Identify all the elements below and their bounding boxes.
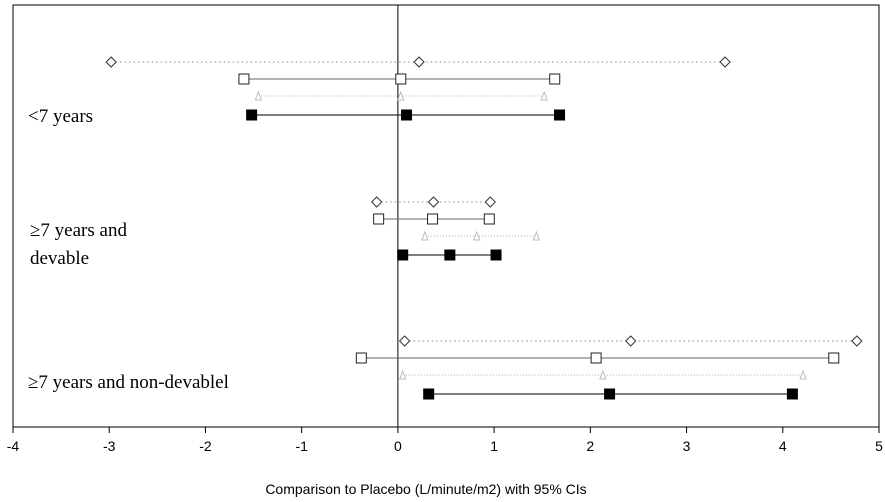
open-square-marker xyxy=(355,352,367,364)
filled-square-marker xyxy=(401,109,413,121)
diamond-marker xyxy=(719,56,731,68)
triangle-marker xyxy=(397,90,405,101)
open-square-marker xyxy=(549,73,561,85)
estimate-row xyxy=(254,90,548,101)
diamond-marker xyxy=(371,196,383,208)
open-square-marker xyxy=(373,213,385,225)
filled-square-marker xyxy=(444,249,456,261)
open-square-marker xyxy=(395,73,407,85)
plot-frame xyxy=(12,4,880,428)
open-square-marker xyxy=(828,352,840,364)
diamond-marker xyxy=(398,335,411,347)
triangle-marker xyxy=(473,230,481,241)
triangle-marker xyxy=(532,230,541,241)
open-square-marker xyxy=(483,213,495,225)
filled-square-marker xyxy=(397,249,409,261)
x-tick-label: 0 xyxy=(394,438,402,454)
triangle-marker xyxy=(599,369,607,380)
filled-square-marker xyxy=(246,109,258,121)
x-tick-label: -2 xyxy=(199,438,212,454)
filled-square-marker xyxy=(423,388,435,400)
diamond-marker xyxy=(851,335,863,347)
triangle-marker xyxy=(254,90,263,101)
diamond-marker xyxy=(413,56,425,68)
diamond-marker xyxy=(105,56,117,68)
diamond-marker xyxy=(625,335,637,347)
group-label: ≥7 years and xyxy=(30,220,127,241)
group-label: ≥7 years and non-devablel xyxy=(28,372,229,393)
estimate-row xyxy=(423,388,798,400)
x-tick-label: -4 xyxy=(7,438,20,454)
diamond-marker xyxy=(484,196,496,208)
x-tick-label: -1 xyxy=(295,438,308,454)
filled-square-marker xyxy=(554,109,566,121)
x-tick-label: 1 xyxy=(490,438,498,454)
estimate-row xyxy=(238,73,561,85)
estimate-group xyxy=(105,56,731,121)
estimate-row xyxy=(371,196,496,208)
estimate-row xyxy=(246,109,566,121)
x-tick-label: -3 xyxy=(103,438,116,454)
estimate-group xyxy=(355,335,863,400)
open-square-marker xyxy=(238,73,250,85)
group-label: devable xyxy=(30,248,89,269)
open-square-marker xyxy=(427,213,439,225)
x-tick-label: 3 xyxy=(683,438,691,454)
x-tick-label: 2 xyxy=(586,438,594,454)
x-axis-title: Comparison to Placebo (L/minute/m2) with… xyxy=(265,481,586,497)
estimate-rows xyxy=(105,56,863,400)
group-label: <7 years xyxy=(28,106,93,127)
estimate-row xyxy=(105,56,731,68)
diamond-marker xyxy=(427,196,440,208)
triangle-marker xyxy=(799,369,807,380)
group-labels: <7 years ≥7 years and devable ≥7 years and … xyxy=(28,106,229,393)
triangle-marker xyxy=(398,369,407,380)
x-axis: -4 -3 -2 -1 0 1 2 3 4 5 xyxy=(7,426,883,454)
estimate-row xyxy=(397,249,502,261)
open-square-marker xyxy=(590,352,602,364)
filled-square-marker xyxy=(604,388,616,400)
x-tick-label: 4 xyxy=(779,438,787,454)
estimate-row xyxy=(373,213,495,225)
filled-square-marker xyxy=(490,249,502,261)
estimate-row xyxy=(355,352,840,364)
estimate-row xyxy=(421,230,541,241)
triangle-marker xyxy=(540,90,548,101)
estimate-row xyxy=(398,335,863,347)
triangle-marker xyxy=(421,230,429,241)
estimate-row xyxy=(398,369,807,380)
estimate-group xyxy=(371,196,541,261)
x-tick-label: 5 xyxy=(875,438,883,454)
filled-square-marker xyxy=(786,388,798,400)
